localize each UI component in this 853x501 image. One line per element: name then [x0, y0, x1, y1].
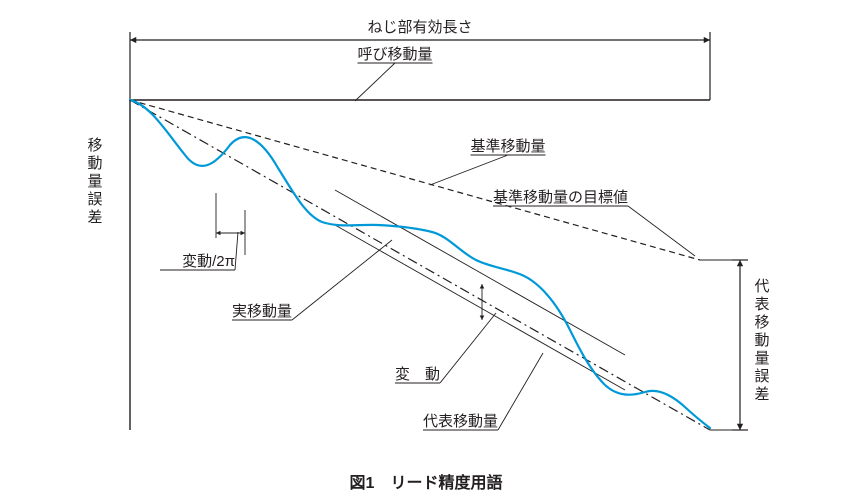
y-axis-label-char: 量 — [87, 173, 102, 190]
figure-caption: 図1 リード精度用語 — [350, 473, 503, 492]
right-bracket-label-char: 表 — [754, 296, 769, 313]
reference-label: 基準移動量 — [470, 138, 545, 155]
right-bracket-label-char: 代 — [754, 278, 769, 295]
variation-label: 変 動 — [395, 366, 440, 383]
representative_travel-label: 代表移動量 — [423, 413, 498, 430]
right-bracket-label-char: 誤 — [754, 368, 769, 385]
right-bracket-label-char: 移 — [754, 314, 769, 331]
right-bracket-label-char: 差 — [754, 386, 769, 403]
actual-label: 実移動量 — [232, 303, 292, 320]
y-axis-label-char: 誤 — [87, 191, 102, 208]
right-bracket-label-char: 動 — [754, 332, 769, 349]
y-axis-label-char: 動 — [87, 155, 102, 172]
lead-accuracy-diagram: ねじ部有効長さ移動量誤差代表移動量誤差呼び移動量基準移動量基準移動量の目標値変動… — [0, 0, 853, 501]
y-axis-label-char: 移 — [87, 137, 102, 154]
right-bracket-label-char: 量 — [754, 350, 769, 367]
reference_target-label: 基準移動量の目標値 — [493, 189, 628, 206]
variation_2pi-label: 変動/2π — [182, 253, 235, 270]
diagram-container: ねじ部有効長さ移動量誤差代表移動量誤差呼び移動量基準移動量基準移動量の目標値変動… — [0, 0, 853, 501]
nominal-label: 呼び移動量 — [357, 46, 432, 63]
top-bracket-label: ねじ部有効長さ — [367, 19, 472, 36]
y-axis-label-char: 差 — [87, 209, 102, 226]
